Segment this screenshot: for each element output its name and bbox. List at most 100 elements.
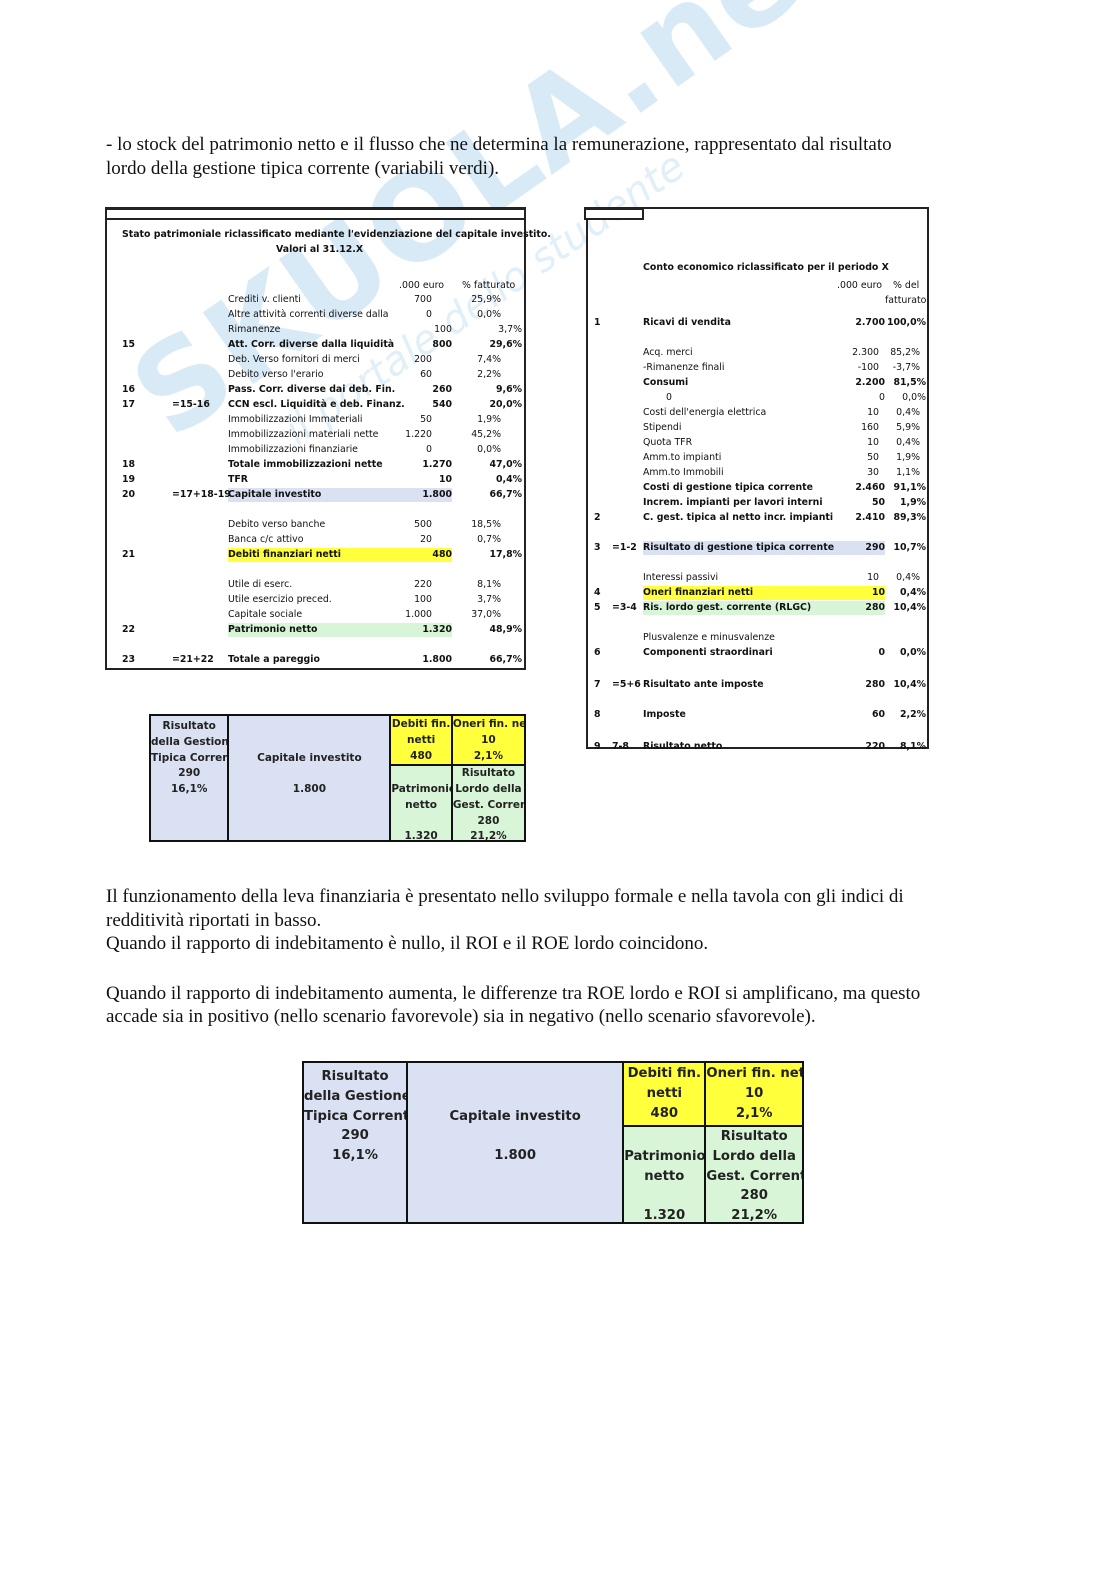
row-pct: 5,9% bbox=[896, 422, 920, 433]
table-row: 15 Att. Corr. diverse dalla liquidità 800 2… bbox=[107, 338, 524, 352]
row-pct: 85,2% bbox=[890, 347, 920, 358]
row-number: 7 bbox=[594, 679, 601, 690]
spacer bbox=[408, 1126, 622, 1146]
table-row: Immobilizzazioni finanziarie 0 0,0% bbox=[107, 443, 524, 457]
row-number: 1 bbox=[594, 317, 601, 328]
intro-paragraph: - lo stock del patrimonio netto e il flu… bbox=[106, 133, 1006, 180]
patrimonio-cell-line: Patrimonio bbox=[391, 783, 451, 796]
oneri-cell: Oneri fin. netti 10 2,1% bbox=[450, 716, 524, 765]
row-formula: =1-2 bbox=[612, 542, 637, 553]
row-formula: =15-16 bbox=[172, 399, 210, 410]
row-number: 19 bbox=[122, 474, 136, 485]
text-line: Quando il rapporto di indebitamento aume… bbox=[106, 982, 921, 1004]
row-value: -100 bbox=[857, 362, 879, 373]
col-header-pct: % del bbox=[893, 280, 920, 291]
debiti-cell: Debiti fin. netti 480 bbox=[389, 716, 451, 765]
row-label: Costi dell'energia elettrica bbox=[643, 407, 767, 418]
row-pct: 48,9% bbox=[489, 624, 522, 635]
table-top-border bbox=[584, 207, 644, 220]
table-row: 4 Oneri finanziari netti 10 0,4% bbox=[588, 586, 927, 600]
row-value: 30 bbox=[867, 467, 879, 478]
row-label: Interessi passivi bbox=[643, 572, 719, 583]
debiti-cell-line: 480 bbox=[650, 1105, 679, 1121]
table-row: Utile esercizio preced. 100 3,7% bbox=[107, 593, 524, 607]
row-pct: 8,1% bbox=[899, 741, 926, 752]
row-pct: 0,0% bbox=[902, 392, 926, 403]
table-row: 23 =21+22 Totale a pareggio 1.800 66,7% bbox=[107, 653, 524, 667]
table-row: -Rimanenze finali -100 -3,7% bbox=[588, 361, 927, 375]
row-pct: 0,7% bbox=[477, 534, 501, 545]
row-highlight bbox=[643, 586, 885, 600]
row-value: 260 bbox=[432, 384, 452, 395]
rlgc-cell-line: 21,2% bbox=[470, 830, 507, 840]
oneri-cell-line: 2,1% bbox=[473, 749, 503, 762]
rlgc-cell-line: Risultato bbox=[720, 1129, 788, 1144]
spacer bbox=[624, 1186, 704, 1206]
row-value: 60 bbox=[420, 369, 432, 380]
row-label: Imposte bbox=[643, 709, 686, 720]
row-formula: 7-8 bbox=[612, 741, 629, 752]
row-pct: 81,5% bbox=[893, 377, 926, 388]
rgtc-cell-line: Risultato bbox=[321, 1068, 389, 1084]
row-label: Utile di eserc. bbox=[228, 579, 293, 590]
row-pct: 0,0% bbox=[899, 647, 926, 658]
table-row: 7 =5+6 Risultato ante imposte 280 10,4% bbox=[588, 678, 927, 692]
row-pct: 18,5% bbox=[471, 519, 501, 530]
rgtc-cell-line: 16,1% bbox=[332, 1148, 378, 1164]
row-value: 200 bbox=[414, 354, 432, 365]
capitale-cell-line: 1.800 bbox=[292, 783, 326, 796]
row-pct: 91,1% bbox=[893, 482, 926, 493]
rlgc-cell-line: 280 bbox=[740, 1188, 768, 1204]
table-row: Rimanenze 100 3,7% bbox=[107, 323, 524, 337]
row-number: 16 bbox=[122, 384, 136, 395]
row-pct: 37,0% bbox=[471, 609, 501, 620]
table-row: 20 =17+18-19 Capitale investito 1.800 66,7% bbox=[107, 488, 524, 502]
rgtc-cell-line: Risultato bbox=[162, 720, 216, 733]
oneri-cell-line: Oneri fin. netti bbox=[452, 718, 524, 731]
row-number: 3 bbox=[594, 542, 601, 553]
row-value: 540 bbox=[432, 399, 452, 410]
table-row: Immobilizzazioni materiali nette 1.220 45,… bbox=[107, 428, 524, 442]
row-value: 220 bbox=[865, 741, 885, 752]
row-number: 23 bbox=[122, 654, 136, 665]
row-value: 500 bbox=[414, 519, 432, 530]
row-pct: 25,9% bbox=[471, 294, 501, 305]
row-value: 10 bbox=[438, 474, 452, 485]
row-value: 0 bbox=[426, 444, 432, 455]
table-row: Amm.to Immobili 30 1,1% bbox=[588, 466, 927, 480]
row-value: 60 bbox=[871, 709, 885, 720]
patrimonio-cell-line: netto bbox=[644, 1168, 685, 1184]
table-row: 17 =15-16 CCN escl. Liquidità e deb. Finan… bbox=[107, 398, 524, 412]
leverage-paragraph: Il funzionamento della leva finanziaria … bbox=[106, 885, 1006, 1029]
oneri-cell-line: 2,1% bbox=[735, 1105, 773, 1121]
rgtc-cell-line: della Gestione bbox=[151, 735, 228, 748]
row-label: Capitale investito bbox=[228, 489, 322, 500]
row-pct: 47,0% bbox=[489, 459, 522, 470]
row-value: 2.410 bbox=[855, 512, 885, 523]
row-label: Oneri finanziari netti bbox=[643, 587, 754, 598]
rlgc-cell-line: Gest. Corrente bbox=[452, 798, 524, 811]
debiti-cell-line: netti bbox=[646, 1086, 683, 1102]
rgtc-cell: Risultato della Gestione Tipica Corrente 29… bbox=[151, 716, 228, 840]
table-row: Banca c/c attivo 20 0,7% bbox=[107, 533, 524, 547]
rgtc-cell-line: 16,1% bbox=[171, 783, 208, 796]
text-line: Quando il rapporto di indebitamento è nu… bbox=[106, 933, 709, 954]
row-label: Deb. Verso fornitori di merci bbox=[228, 354, 360, 365]
table-row: Debito verso banche 500 18,5% bbox=[107, 518, 524, 532]
row-value: 1.800 bbox=[422, 654, 452, 665]
income-statement-table: Conto economico riclassificato per il pe… bbox=[584, 207, 929, 752]
row-label: Patrimonio netto bbox=[228, 624, 318, 635]
text-line: Il funzionamento della leva finanziaria … bbox=[106, 886, 904, 907]
row-pct: 2,2% bbox=[899, 709, 926, 720]
row-value: 10 bbox=[871, 587, 885, 598]
table-row: Crediti v. clienti 700 25,9% bbox=[107, 293, 524, 307]
row-formula: =5+6 bbox=[612, 679, 641, 690]
row-label: Costi di gestione tipica corrente bbox=[643, 482, 814, 493]
row-pct: 8,1% bbox=[477, 579, 501, 590]
row-label: TFR bbox=[228, 474, 249, 485]
rlgc-cell-line: 21,2% bbox=[731, 1208, 778, 1222]
capitale-cell-line: 1.800 bbox=[494, 1148, 536, 1164]
table-top-border bbox=[105, 207, 526, 220]
table-row: 19 TFR 10 0,4% bbox=[107, 473, 524, 487]
row-pct: 9,6% bbox=[495, 384, 522, 395]
